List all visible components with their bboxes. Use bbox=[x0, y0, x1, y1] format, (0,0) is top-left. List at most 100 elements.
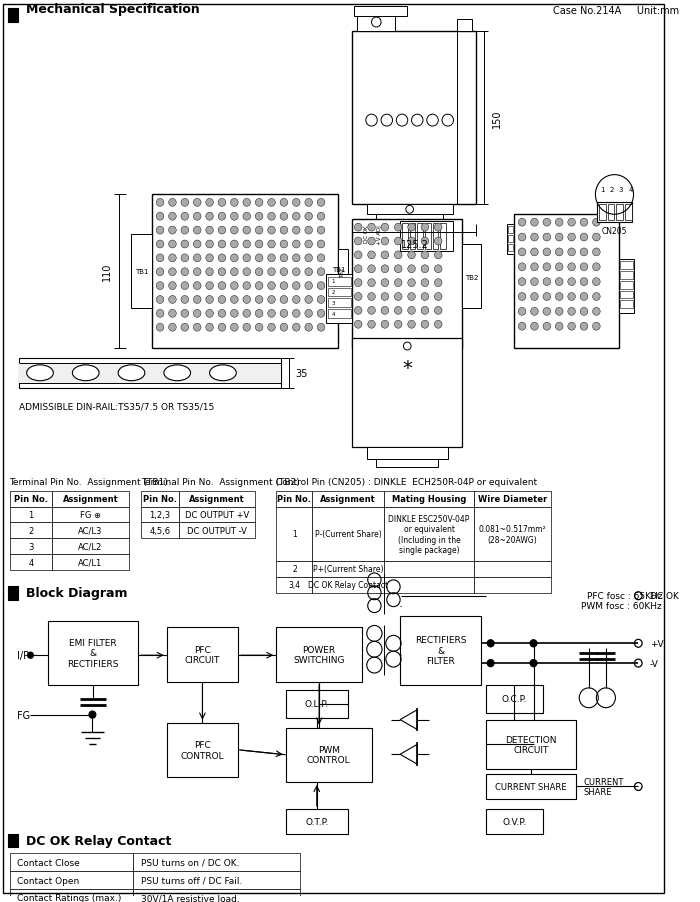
Text: 30V/1A resistive load.: 30V/1A resistive load. bbox=[141, 894, 239, 902]
Text: 4: 4 bbox=[629, 188, 633, 193]
Circle shape bbox=[305, 213, 312, 221]
Circle shape bbox=[169, 310, 176, 318]
Circle shape bbox=[531, 263, 538, 272]
Text: 110: 110 bbox=[102, 262, 112, 281]
Bar bbox=[134, 853, 300, 871]
Text: 3: 3 bbox=[28, 542, 34, 551]
Bar bbox=[10, 555, 52, 570]
Bar bbox=[134, 889, 300, 902]
Circle shape bbox=[156, 282, 164, 290]
Text: ADMISSIBLE DIN-RAIL:TS35/7.5 OR TS35/15: ADMISSIBLE DIN-RAIL:TS35/7.5 OR TS35/15 bbox=[19, 402, 214, 411]
Bar bbox=[179, 492, 256, 507]
Text: I/P: I/P bbox=[17, 650, 29, 660]
Circle shape bbox=[555, 279, 563, 286]
Text: Pin No.: Pin No. bbox=[14, 494, 48, 503]
Circle shape bbox=[156, 310, 164, 318]
Text: Assignment: Assignment bbox=[189, 494, 245, 503]
Circle shape bbox=[169, 282, 176, 290]
Text: DC OUTPUT +V: DC OUTPUT +V bbox=[185, 511, 249, 520]
Circle shape bbox=[243, 199, 251, 207]
Bar bbox=[384, 577, 475, 594]
Circle shape bbox=[394, 238, 402, 245]
Circle shape bbox=[305, 227, 312, 235]
Bar bbox=[276, 561, 312, 577]
Bar bbox=[475, 577, 551, 594]
Circle shape bbox=[407, 252, 415, 260]
Circle shape bbox=[267, 324, 275, 332]
Bar bbox=[508, 235, 514, 243]
Circle shape bbox=[267, 199, 275, 207]
Bar bbox=[134, 871, 300, 889]
Bar bbox=[400, 616, 481, 686]
Circle shape bbox=[317, 324, 325, 332]
Bar bbox=[486, 774, 576, 799]
Circle shape bbox=[394, 280, 402, 287]
Circle shape bbox=[381, 307, 388, 315]
Text: AC/L3: AC/L3 bbox=[78, 526, 103, 535]
Circle shape bbox=[267, 254, 275, 262]
Text: PSU turns off / DC Fail.: PSU turns off / DC Fail. bbox=[141, 876, 242, 885]
Text: Pin No.: Pin No. bbox=[277, 494, 312, 503]
Bar bbox=[179, 507, 256, 523]
Bar bbox=[338, 250, 348, 294]
Circle shape bbox=[421, 321, 428, 329]
Text: 0.081~0.517mm²
(28~20AWG): 0.081~0.517mm² (28~20AWG) bbox=[479, 525, 547, 544]
Circle shape bbox=[256, 296, 263, 304]
Bar bbox=[312, 492, 384, 507]
Bar bbox=[10, 871, 134, 889]
Bar bbox=[620, 272, 633, 280]
Circle shape bbox=[593, 263, 600, 272]
Circle shape bbox=[230, 199, 238, 207]
Circle shape bbox=[394, 224, 402, 232]
Circle shape bbox=[580, 323, 588, 331]
Circle shape bbox=[218, 254, 226, 262]
Circle shape bbox=[169, 296, 176, 304]
Circle shape bbox=[580, 249, 588, 256]
Bar bbox=[52, 492, 129, 507]
Bar bbox=[52, 555, 129, 570]
Circle shape bbox=[230, 324, 238, 332]
Circle shape bbox=[256, 269, 263, 276]
Bar bbox=[8, 586, 18, 600]
Bar bbox=[475, 507, 551, 561]
Text: Pin No.: Pin No. bbox=[143, 494, 177, 503]
Text: O.V.P.: O.V.P. bbox=[503, 816, 526, 825]
Circle shape bbox=[317, 241, 325, 249]
Circle shape bbox=[568, 279, 575, 286]
Circle shape bbox=[181, 324, 188, 332]
Circle shape bbox=[280, 213, 288, 221]
Circle shape bbox=[421, 224, 428, 232]
Bar bbox=[328, 310, 351, 319]
Bar bbox=[52, 523, 129, 538]
Circle shape bbox=[531, 234, 538, 242]
Circle shape bbox=[435, 307, 442, 315]
Circle shape bbox=[555, 293, 563, 301]
Bar bbox=[276, 492, 312, 507]
Text: EMI FILTER
&
RECTIFIERS: EMI FILTER & RECTIFIERS bbox=[67, 638, 118, 667]
Circle shape bbox=[381, 252, 388, 260]
Circle shape bbox=[421, 293, 428, 301]
Bar bbox=[597, 203, 631, 223]
Ellipse shape bbox=[164, 365, 190, 382]
Circle shape bbox=[317, 269, 325, 276]
Circle shape bbox=[531, 323, 538, 331]
Circle shape bbox=[280, 310, 288, 318]
Bar bbox=[8, 833, 18, 848]
Circle shape bbox=[518, 234, 526, 242]
Circle shape bbox=[368, 321, 375, 329]
Circle shape bbox=[568, 249, 575, 256]
Text: 2: 2 bbox=[28, 526, 34, 535]
Circle shape bbox=[555, 249, 563, 256]
Circle shape bbox=[230, 282, 238, 290]
Circle shape bbox=[381, 224, 388, 232]
Circle shape bbox=[368, 293, 375, 301]
Text: 2: 2 bbox=[332, 290, 335, 295]
Circle shape bbox=[543, 323, 551, 331]
Bar bbox=[410, 224, 415, 250]
Circle shape bbox=[568, 293, 575, 301]
Circle shape bbox=[193, 254, 201, 262]
Circle shape bbox=[293, 227, 300, 235]
Circle shape bbox=[394, 307, 402, 315]
Text: 35: 35 bbox=[296, 368, 308, 378]
Circle shape bbox=[256, 213, 263, 221]
